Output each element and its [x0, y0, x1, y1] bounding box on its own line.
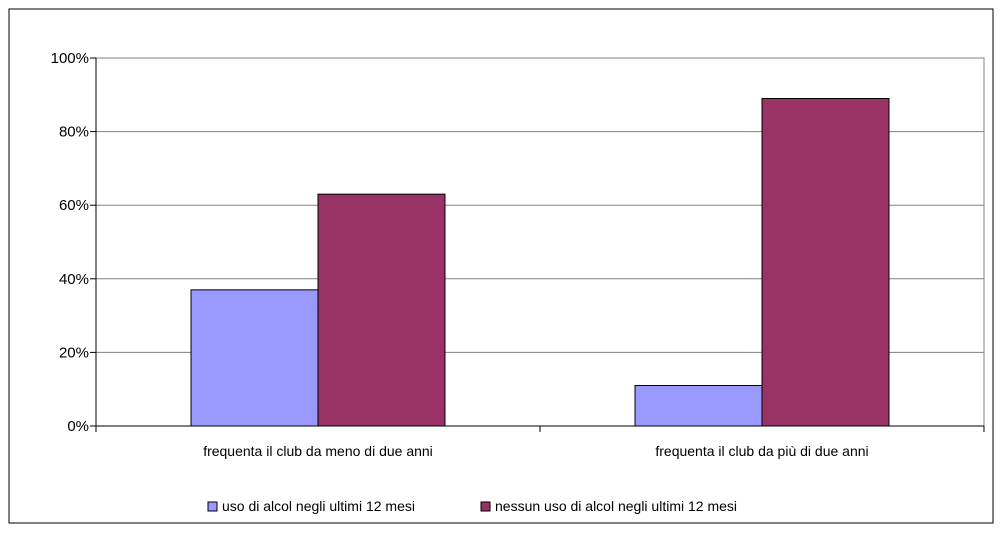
bar — [634, 385, 763, 427]
bar — [317, 193, 446, 427]
x-tick-label: frequenta il club da più di due anni — [655, 443, 868, 459]
x-tick-label: frequenta il club da meno di due anni — [203, 443, 433, 459]
legend-swatch-uso — [207, 501, 218, 512]
bars — [190, 97, 890, 427]
legend-label-uso: uso di alcol negli ultimi 12 mesi — [222, 498, 415, 514]
y-tick-label: 0% — [67, 418, 89, 435]
y-tick-labels: 0% 20% 40% 60% 80% 100% — [51, 50, 89, 435]
axes — [90, 57, 985, 432]
bar — [761, 97, 890, 427]
y-tick-label: 40% — [59, 271, 89, 288]
legend: uso di alcol negli ultimi 12 mesi nessun… — [207, 498, 737, 514]
x-tick-labels: frequenta il club da meno di due anni fre… — [203, 443, 868, 459]
y-tick-label: 100% — [51, 50, 89, 67]
legend-swatch-nessun-uso — [480, 501, 491, 512]
legend-label-nessun-uso: nessun uso di alcol negli ultimi 12 mesi — [495, 498, 737, 514]
bar — [190, 289, 319, 427]
y-tick-label: 80% — [59, 124, 89, 141]
y-tick-label: 60% — [59, 197, 89, 214]
y-tick-label: 20% — [59, 344, 89, 361]
